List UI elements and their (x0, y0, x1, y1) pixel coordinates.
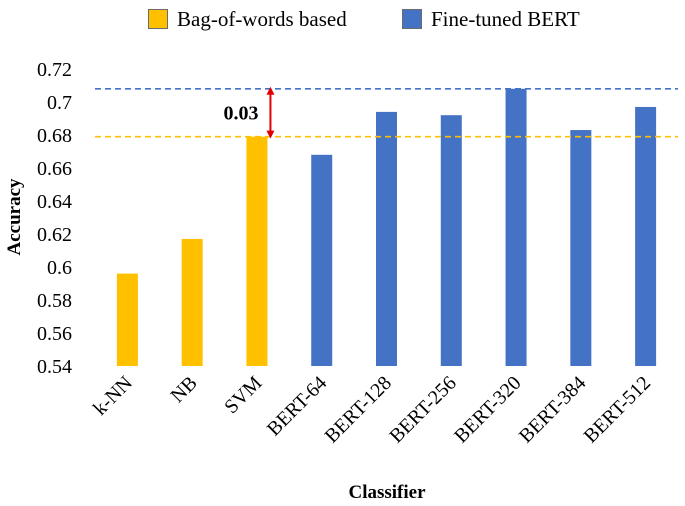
bar-bert-320 (505, 88, 527, 367)
x-tick-label-bert-320: BERT-320 (450, 372, 525, 447)
y-tick-label: 0.54 (37, 356, 72, 378)
bar-bert-128 (376, 111, 397, 367)
y-tick-label: 0.72 (37, 59, 72, 81)
x-tick-label-bert-384: BERT-384 (515, 372, 590, 447)
x-tick-label-nb: NB (166, 372, 201, 407)
y-tick-label: 0.56 (37, 323, 72, 345)
bar-svm (246, 136, 268, 366)
legend-item-bag-of-words: Bag-of-words based (148, 4, 347, 34)
bar-k-nn (116, 273, 138, 366)
y-tick-label: 0.7 (47, 92, 72, 114)
bar-bert-256 (440, 115, 462, 366)
bar-nb (181, 238, 203, 366)
y-tick-label: 0.62 (37, 224, 72, 246)
legend-swatch-bag-of-words (148, 9, 168, 29)
legend-label-bag-of-words: Bag-of-words based (177, 7, 347, 31)
legend-item-fine-tuned-bert: Fine-tuned BERT (402, 4, 580, 34)
legend-label-fine-tuned-bert: Fine-tuned BERT (431, 7, 580, 31)
y-tick-label: 0.68 (37, 125, 72, 147)
bar-bert-512 (635, 106, 657, 366)
x-tick-label-bert-128: BERT-128 (321, 372, 396, 447)
difference-label: 0.03 (223, 103, 258, 125)
y-tick-label: 0.64 (37, 191, 72, 213)
y-tick-label: 0.6 (47, 257, 72, 279)
legend: Bag-of-words based Fine-tuned BERT (0, 4, 685, 34)
x-tick-label-bert-512: BERT-512 (580, 372, 655, 447)
legend-swatch-fine-tuned-bert (402, 9, 422, 29)
x-tick-label-k-nn: k-NN (89, 372, 137, 420)
bar-bert-64 (311, 154, 333, 366)
bar-bert-384 (570, 130, 592, 366)
x-tick-label-svm: SVM (220, 372, 266, 418)
x-axis-title: Classifier (348, 482, 426, 503)
x-tick-label-bert-256: BERT-256 (385, 372, 460, 447)
y-tick-label: 0.66 (37, 158, 72, 180)
y-axis-title: Accuracy (4, 178, 25, 256)
y-tick-label: 0.58 (37, 290, 72, 312)
